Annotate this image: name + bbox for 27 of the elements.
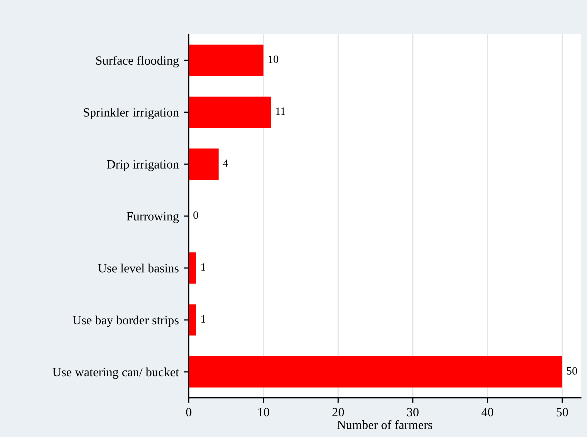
x-tick-label: 50 — [556, 408, 568, 417]
x-axis-title: Number of farmers — [338, 420, 433, 430]
bar — [189, 44, 264, 76]
data-label: 0 — [194, 212, 198, 220]
bar — [189, 252, 196, 284]
y-tick-label: Use level basins — [98, 264, 179, 273]
bar — [189, 148, 219, 180]
data-label: 4 — [223, 160, 228, 168]
y-tick-label: Use bay border strips — [72, 316, 179, 328]
data-label: 11 — [276, 108, 286, 116]
x-tick-label: 30 — [407, 408, 419, 417]
data-label: 1 — [202, 316, 206, 323]
y-tick-label: Drip irrigation — [107, 160, 180, 172]
bar — [189, 304, 196, 336]
bar — [189, 356, 562, 388]
data-label: 10 — [268, 56, 279, 64]
bar — [189, 96, 272, 128]
x-tick-label: 0 — [186, 408, 192, 417]
y-tick-label: Furrowing — [126, 212, 180, 224]
y-tick-label: Sprinkler irrigation — [84, 108, 180, 120]
data-label: 1 — [202, 264, 206, 271]
data-label: 50 — [567, 367, 578, 375]
x-tick-label: 10 — [258, 408, 270, 417]
x-tick-label: 40 — [482, 408, 494, 417]
y-tick-label: Surface flooding — [96, 56, 180, 68]
y-tick-label: Use watering can/ bucket — [52, 368, 180, 380]
x-tick-label: 20 — [332, 408, 344, 417]
